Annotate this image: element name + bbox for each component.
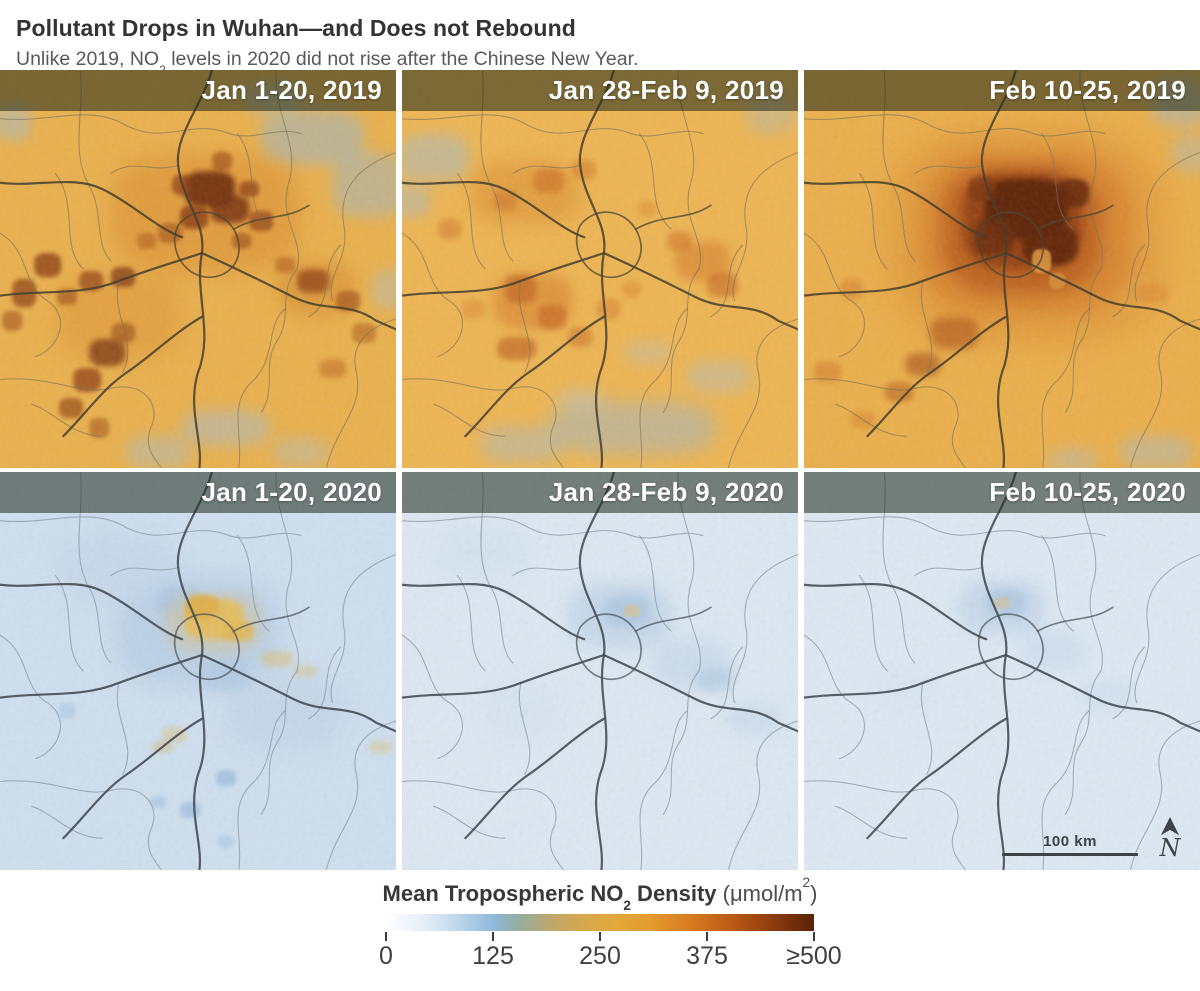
colorbar-ticks (385, 931, 815, 941)
map-scale-bar: 100 km (1002, 833, 1138, 856)
panel-date-label: Jan 28-Feb 9, 2020 (548, 477, 784, 507)
legend-title: Mean Tropospheric NO2 Density (μmol/m2) (0, 875, 1200, 912)
map-panel: Feb 10-25, 2019 (804, 70, 1200, 468)
panel-date-label: Feb 10-25, 2019 (989, 75, 1186, 105)
road-network-svg (804, 70, 1200, 468)
legend-unit: (μmol/m (716, 881, 803, 906)
terrain-texture (0, 472, 396, 870)
terrain-texture (402, 472, 798, 870)
colorbar-tick (492, 932, 494, 941)
page-subtitle: Unlike 2019, NO2 levels in 2020 did not … (16, 48, 1184, 75)
map-panel: Jan 1-20, 2020 (0, 472, 396, 870)
subtitle-subscript: 2 (159, 63, 166, 77)
subtitle-text-tail: levels in 2020 did not rise after the Ch… (165, 48, 639, 71)
panel-date-label: Jan 28-Feb 9, 2019 (548, 75, 784, 105)
road-network-svg (0, 472, 396, 870)
panel-date-label: Jan 1-20, 2019 (201, 75, 382, 105)
scale-bar-label: 100 km (1043, 833, 1097, 850)
page-title: Pollutant Drops in Wuhan—and Does not Re… (16, 15, 576, 41)
figure-header: Pollutant Drops in Wuhan—and Does not Re… (0, 0, 1200, 76)
colorbar-tick-label: 375 (686, 942, 728, 970)
colorbar-tick (385, 932, 387, 941)
road-network-svg (402, 70, 798, 468)
panel-date-band: Jan 1-20, 2019 (0, 70, 396, 111)
colorbar-tick-label: ≥500 (786, 942, 842, 970)
svg-text:N: N (1159, 834, 1182, 862)
panel-date-label: Jan 1-20, 2020 (201, 477, 382, 507)
panel-date-band: Jan 28-Feb 9, 2020 (402, 472, 798, 513)
legend: Mean Tropospheric NO2 Density (μmol/m2) … (0, 870, 1200, 972)
map-panel: Jan 1-20, 2019 (0, 70, 396, 468)
colorbar-tick (813, 932, 815, 941)
colorbar-gradient (386, 914, 814, 931)
legend-title-subscript: 2 (623, 898, 631, 914)
panel-date-label: Feb 10-25, 2020 (989, 477, 1186, 507)
map-grid: Jan 1-20, 2019 Jan 28-Feb 9, 2019 (0, 70, 1200, 870)
panel-date-band: Feb 10-25, 2020 (804, 472, 1200, 513)
colorbar-tick-label: 250 (579, 942, 621, 970)
scale-bar-line (1002, 853, 1138, 856)
road-network-svg (804, 472, 1200, 870)
terrain-texture (0, 70, 396, 468)
colorbar-tick-label: 0 (379, 942, 393, 970)
colorbar-tick (706, 932, 708, 941)
colorbar-tick (599, 932, 601, 941)
legend-title-bold: Mean Tropospheric NO (382, 881, 624, 906)
north-arrow-icon: N (1156, 814, 1184, 862)
road-network-svg (402, 472, 798, 870)
legend-unit-tail: ) (810, 881, 818, 906)
map-panel: Jan 28-Feb 9, 2020 (402, 472, 798, 870)
colorbar: 0 125 250 375 ≥500 (379, 914, 842, 972)
colorbar-tick-label: 125 (472, 942, 514, 970)
legend-title-bold-tail: Density (630, 881, 717, 906)
legend-unit-superscript: 2 (802, 874, 811, 890)
terrain-texture (804, 70, 1200, 468)
panel-date-band: Jan 28-Feb 9, 2019 (402, 70, 798, 111)
map-panel: Jan 28-Feb 9, 2019 (402, 70, 798, 468)
terrain-texture (804, 472, 1200, 870)
map-panel: Feb 10-25, 2020 100 km N (804, 472, 1200, 870)
terrain-texture (402, 70, 798, 468)
subtitle-text: Unlike 2019, NO (16, 48, 160, 71)
colorbar-tick-labels: 0 125 250 375 ≥500 (379, 942, 842, 972)
panel-date-band: Jan 1-20, 2020 (0, 472, 396, 513)
panel-date-band: Feb 10-25, 2019 (804, 70, 1200, 111)
road-network-svg (0, 70, 396, 468)
